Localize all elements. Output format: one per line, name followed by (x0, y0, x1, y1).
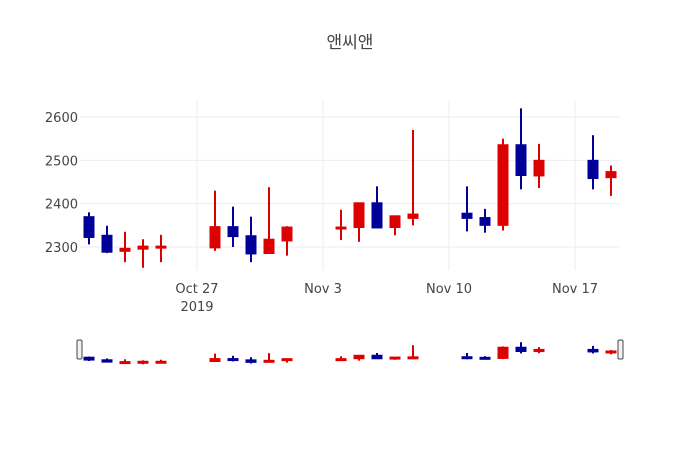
candle (605, 165, 617, 196)
slider-candle (281, 358, 293, 363)
range-slider-right-handle[interactable] (617, 339, 624, 360)
x-tick-label: Nov 17 (552, 282, 598, 297)
range-slider-left-handle[interactable] (76, 339, 83, 360)
slider-candle (371, 353, 383, 360)
x-tick-label: Oct 27 (175, 282, 218, 297)
slider-candle (389, 356, 401, 360)
slider-candle (461, 353, 473, 360)
y-tick-label: 2400 (45, 198, 78, 213)
slider-candle (155, 359, 167, 364)
x-tick-label: Nov 10 (426, 282, 472, 297)
candle (371, 186, 383, 229)
candle (353, 202, 365, 242)
slider-candle (605, 350, 617, 355)
gridlines (80, 100, 620, 270)
slider-candle (227, 355, 239, 362)
candle (281, 226, 293, 256)
y-axis: 2300 2400 2500 2600 (45, 111, 78, 256)
slider-candle (209, 353, 221, 363)
y-tick-label: 2300 (45, 241, 78, 256)
candles (83, 108, 617, 268)
chart-title: 앤씨앤 (326, 33, 374, 53)
candle (407, 130, 419, 226)
slider-candle (335, 356, 347, 362)
slider-candle (353, 354, 365, 361)
candle (155, 234, 167, 263)
candle (587, 135, 599, 190)
candle (227, 206, 239, 247)
slider-candle (497, 346, 509, 360)
candle (389, 215, 401, 236)
slider-candle (263, 353, 275, 363)
candle (263, 187, 275, 254)
candle (83, 212, 95, 245)
slider-candle (533, 347, 545, 354)
slider-candle (479, 356, 491, 360)
slider-candle (245, 357, 257, 364)
x-tick-label: Nov 3 (304, 282, 342, 297)
candle (101, 225, 113, 254)
slider-candle (587, 345, 599, 354)
x-tick-sublabel: 2019 (180, 300, 213, 315)
slider-candle (119, 359, 131, 365)
candle (515, 108, 527, 190)
candle (335, 209, 347, 241)
candle (245, 216, 257, 263)
range-slider[interactable] (76, 339, 624, 365)
slider-candle (407, 345, 419, 360)
candle (497, 138, 509, 231)
candle (119, 231, 131, 263)
candle (479, 208, 491, 233)
slider-candle (83, 356, 95, 362)
candle (461, 186, 473, 232)
candle (137, 239, 149, 268)
y-tick-label: 2600 (45, 111, 78, 126)
slider-candle (101, 358, 113, 363)
slider-candle (137, 360, 149, 365)
candle (209, 190, 221, 251)
slider-candle (515, 342, 527, 354)
y-tick-label: 2500 (45, 154, 78, 169)
x-axis: Oct 27 2019 Nov 3 Nov 10 Nov 17 (175, 282, 598, 315)
candle (533, 143, 545, 189)
